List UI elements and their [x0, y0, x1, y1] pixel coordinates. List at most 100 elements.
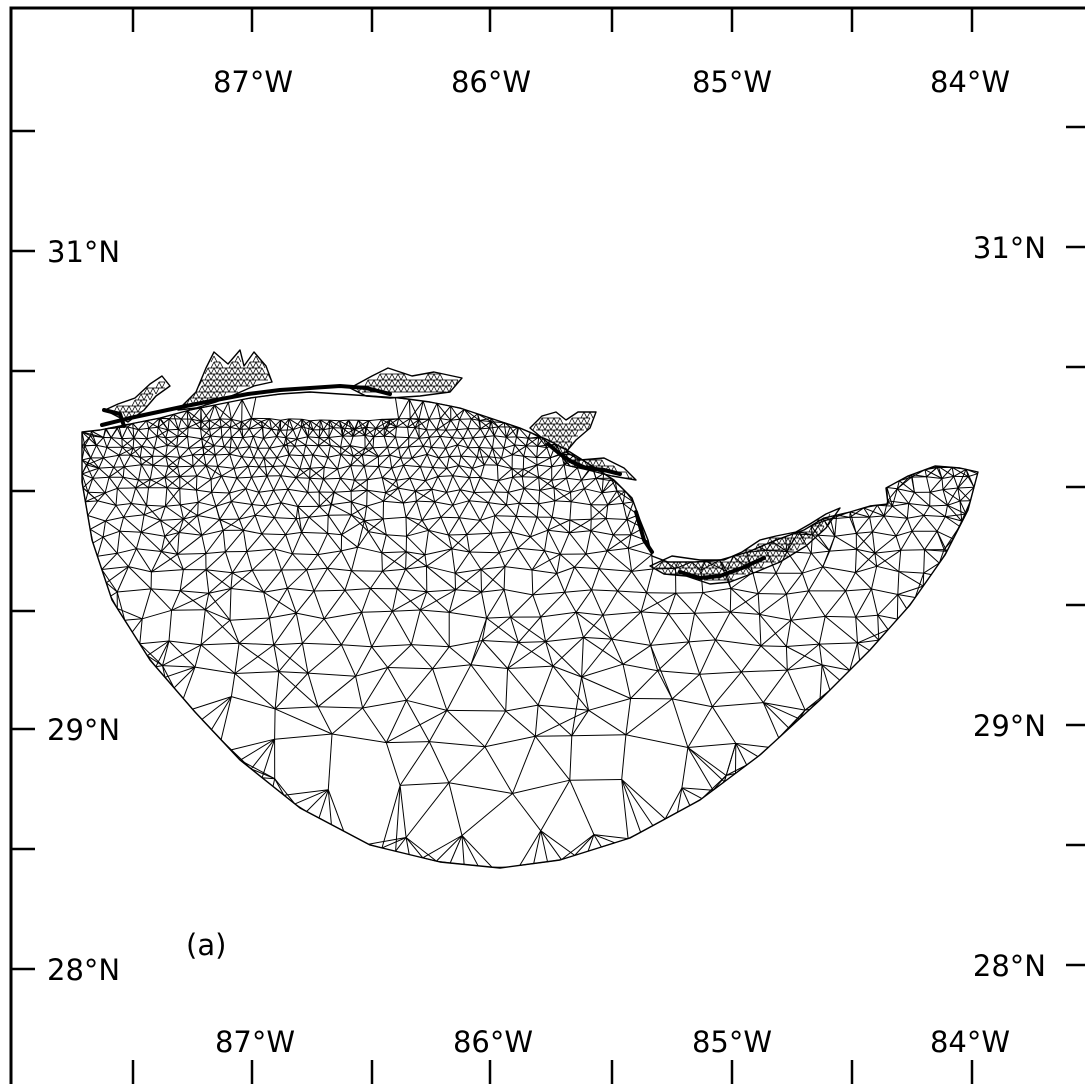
mesh-edge — [574, 553, 587, 568]
mesh-edge — [211, 491, 230, 494]
mesh-edge — [450, 418, 460, 421]
mesh-edge — [278, 642, 303, 672]
mesh-edge — [775, 572, 787, 595]
mesh-edge — [258, 475, 268, 493]
mesh-edge — [354, 428, 366, 436]
mesh-edge — [507, 492, 520, 504]
mesh-edge — [327, 514, 343, 535]
mesh-edge — [622, 491, 626, 504]
mesh-edge — [350, 465, 355, 481]
mesh-edge — [283, 789, 329, 796]
estuary-mesh-edge — [694, 567, 699, 575]
mesh-edge — [405, 500, 417, 518]
mesh-edge — [760, 645, 787, 647]
mesh-edge — [246, 551, 253, 571]
mesh-edge — [414, 418, 430, 429]
estuary-mesh-edge — [775, 555, 780, 563]
mesh-edge — [507, 665, 553, 669]
estuary-mesh-edge — [415, 385, 420, 393]
mesh-edge — [215, 506, 224, 531]
mesh-edge — [396, 477, 410, 481]
mesh-edge — [418, 429, 427, 439]
coastline-apalachicola — [678, 556, 766, 580]
estuary-mesh-edge — [697, 561, 702, 569]
estuary-mesh-edge — [817, 525, 822, 533]
mesh-edge — [269, 418, 272, 430]
mesh-edge — [895, 530, 913, 537]
mesh-edge — [317, 706, 333, 735]
mesh-edge — [179, 532, 202, 536]
mesh-edge — [448, 534, 470, 553]
mesh-edge — [146, 435, 158, 440]
mesh-edge — [164, 476, 180, 478]
mesh-edge — [403, 500, 417, 504]
mesh-edge — [295, 477, 309, 493]
mesh-edge — [590, 518, 607, 532]
mesh-edge — [368, 418, 382, 422]
mesh-edge — [449, 611, 487, 619]
mesh-edge — [472, 428, 481, 439]
mesh-edge — [303, 455, 311, 469]
mesh-edge — [446, 489, 461, 493]
mesh-edge — [523, 468, 539, 478]
mesh-edge — [177, 457, 181, 467]
estuary-mesh-edge — [231, 361, 236, 369]
mesh-edge — [353, 465, 365, 481]
mesh-edge — [451, 548, 456, 574]
mesh-edge — [855, 614, 878, 618]
mesh-edge — [351, 489, 368, 503]
mesh-edge — [208, 592, 231, 621]
mesh-edge — [400, 782, 449, 786]
estuary-mesh-edge — [742, 567, 747, 575]
estuary-mesh-edge — [790, 543, 795, 551]
mesh-edge — [119, 516, 125, 532]
mesh-edge — [358, 419, 367, 428]
estuary-mesh-edge — [213, 385, 218, 393]
mesh-edge — [869, 517, 873, 532]
mesh-edge — [545, 636, 584, 643]
mesh-edge — [162, 665, 196, 668]
mesh-edge — [798, 531, 812, 554]
mesh-edge — [450, 405, 461, 420]
mesh-edge — [957, 487, 961, 502]
estuary-mesh-edge — [198, 391, 203, 399]
estuary-mesh-edge — [733, 561, 738, 569]
mesh-edge — [570, 488, 585, 503]
mesh-edge — [631, 571, 648, 593]
estuary-mesh-edge — [556, 417, 561, 425]
mesh-edge — [509, 426, 518, 438]
mesh-edge — [505, 426, 518, 438]
mesh-edge — [263, 587, 288, 593]
mesh-edge — [492, 447, 502, 459]
mesh-edge — [165, 456, 169, 467]
mesh-edge — [117, 548, 137, 554]
mesh-edge — [378, 466, 383, 478]
mesh-edge — [411, 453, 428, 459]
mesh-edge — [556, 573, 566, 593]
estuary-mesh-edge — [240, 379, 245, 387]
mesh-edge — [179, 447, 190, 458]
mesh-edge — [232, 572, 264, 593]
mesh-edge — [625, 734, 689, 748]
mesh-edge — [143, 514, 161, 521]
mesh-edge — [210, 435, 222, 438]
estuary-mesh-edge — [243, 379, 248, 387]
estuary-mesh-edge — [562, 429, 567, 437]
mesh-edge — [497, 476, 513, 482]
mesh-edge — [677, 787, 683, 813]
mesh-edge — [81, 457, 91, 461]
estuary-mesh-edge — [766, 543, 771, 551]
estuary-mesh-edge — [583, 423, 588, 431]
mesh-edge — [688, 641, 701, 675]
mesh-edge — [123, 476, 139, 481]
mesh-edge — [233, 456, 243, 469]
mesh-edge — [426, 565, 456, 574]
mesh-edge — [863, 507, 871, 518]
mesh-edge — [923, 572, 932, 576]
mesh-edge — [448, 534, 467, 536]
mesh-edge — [574, 566, 600, 570]
mesh-edge — [415, 490, 435, 503]
mesh-edge — [283, 445, 295, 447]
mesh-edge — [263, 592, 270, 619]
